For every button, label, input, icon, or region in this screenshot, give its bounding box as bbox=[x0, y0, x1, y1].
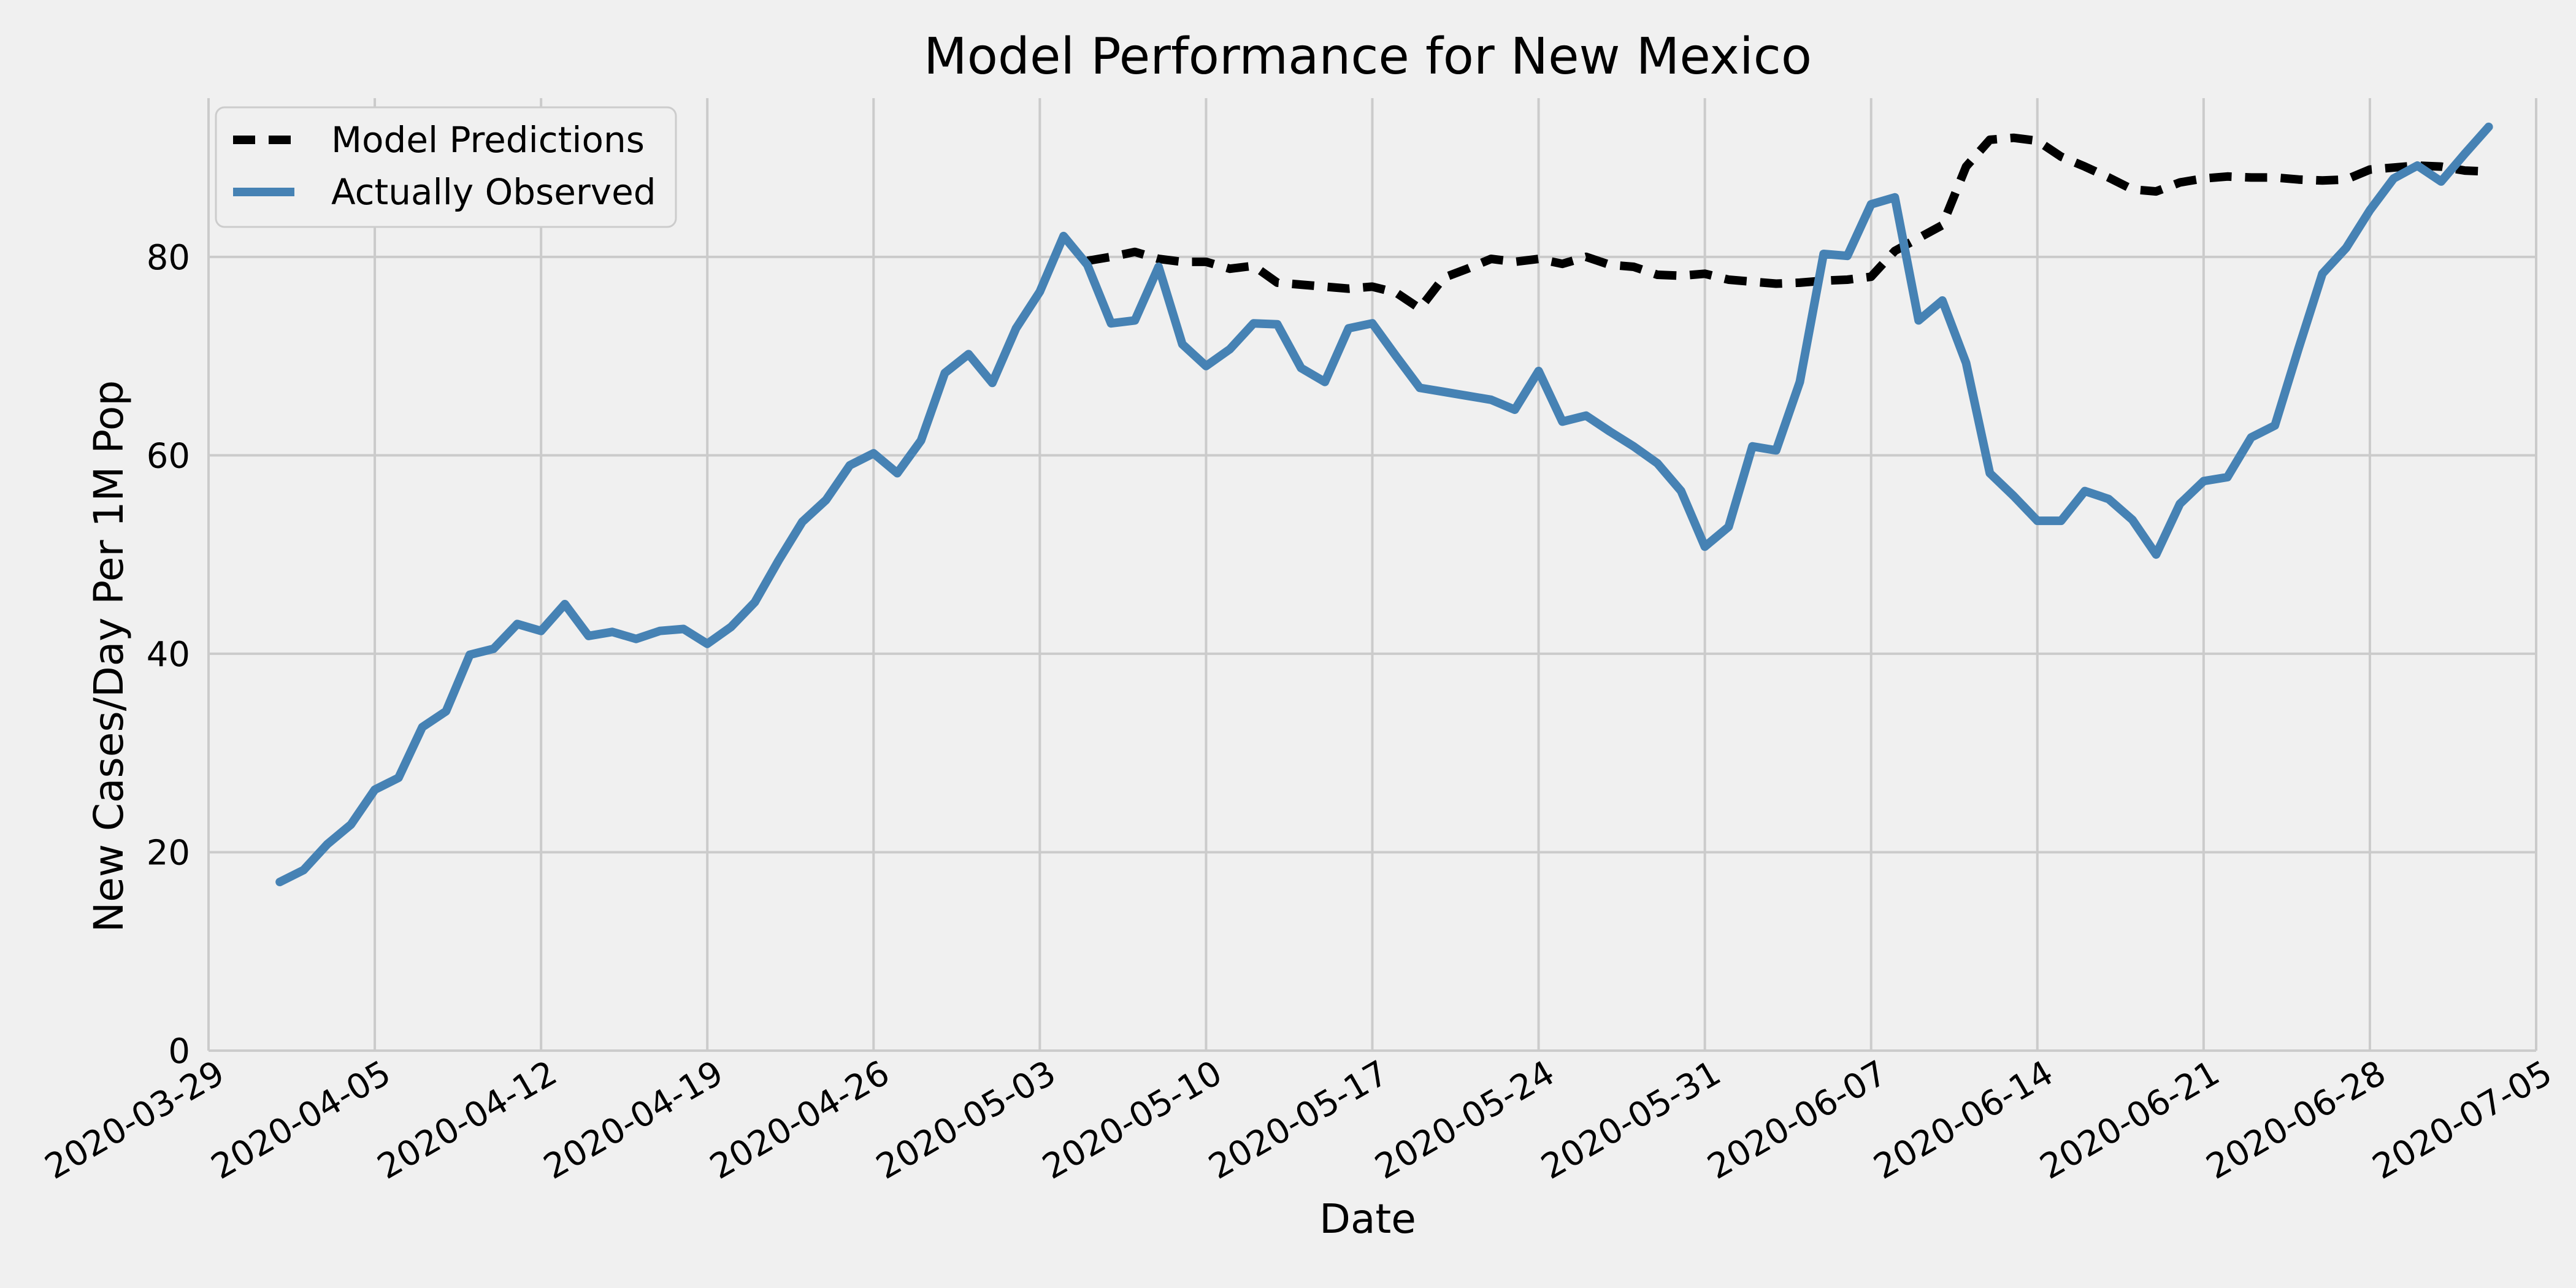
y-tick-label: 20 bbox=[147, 833, 190, 873]
x-tick-label: 2020-04-19 bbox=[537, 1053, 730, 1187]
y-tick-label: 0 bbox=[168, 1032, 190, 1071]
x-tick-label: 2020-05-10 bbox=[1036, 1053, 1229, 1187]
x-tick-label: 2020-06-21 bbox=[2034, 1053, 2226, 1187]
y-tick-label: 80 bbox=[147, 238, 190, 278]
legend-label-model-predictions: Model Predictions bbox=[331, 119, 645, 161]
legend: Model Predictions Actually Observed bbox=[215, 106, 677, 228]
x-tick-label: 2020-06-07 bbox=[1701, 1053, 1893, 1187]
series-lines bbox=[275, 122, 2493, 886]
x-tick-label: 2020-05-17 bbox=[1202, 1053, 1395, 1187]
x-tick-label: 2020-03-29 bbox=[39, 1053, 231, 1187]
x-tick-label: 2020-06-28 bbox=[2200, 1053, 2393, 1187]
x-tick-label: 2020-06-14 bbox=[1867, 1053, 2060, 1187]
x-tick-label: 2020-04-05 bbox=[205, 1053, 397, 1187]
chart-title: Model Performance for New Mexico bbox=[924, 28, 1812, 86]
y-axis-label: New Cases/Day Per 1M Pop bbox=[85, 380, 132, 932]
tick-labels: 0204060802020-03-292020-04-052020-04-122… bbox=[39, 238, 2559, 1187]
legend-label-actually-observed: Actually Observed bbox=[331, 171, 656, 213]
x-tick-label: 2020-05-31 bbox=[1535, 1053, 1727, 1187]
y-tick-label: 40 bbox=[147, 635, 190, 675]
series-line-actually-observed bbox=[275, 122, 2493, 886]
x-tick-label: 2020-05-24 bbox=[1368, 1053, 1561, 1187]
legend-box bbox=[215, 106, 677, 228]
x-tick-label: 2020-04-26 bbox=[703, 1053, 896, 1187]
grid-lines bbox=[207, 98, 2537, 1052]
x-tick-label: 2020-07-05 bbox=[2366, 1053, 2559, 1187]
x-axis-label: Date bbox=[1319, 1195, 1416, 1243]
x-tick-label: 2020-05-03 bbox=[870, 1053, 1062, 1187]
x-tick-label: 2020-04-12 bbox=[371, 1053, 564, 1187]
y-tick-label: 60 bbox=[147, 436, 190, 476]
series-line-model-predictions bbox=[1086, 133, 2489, 313]
